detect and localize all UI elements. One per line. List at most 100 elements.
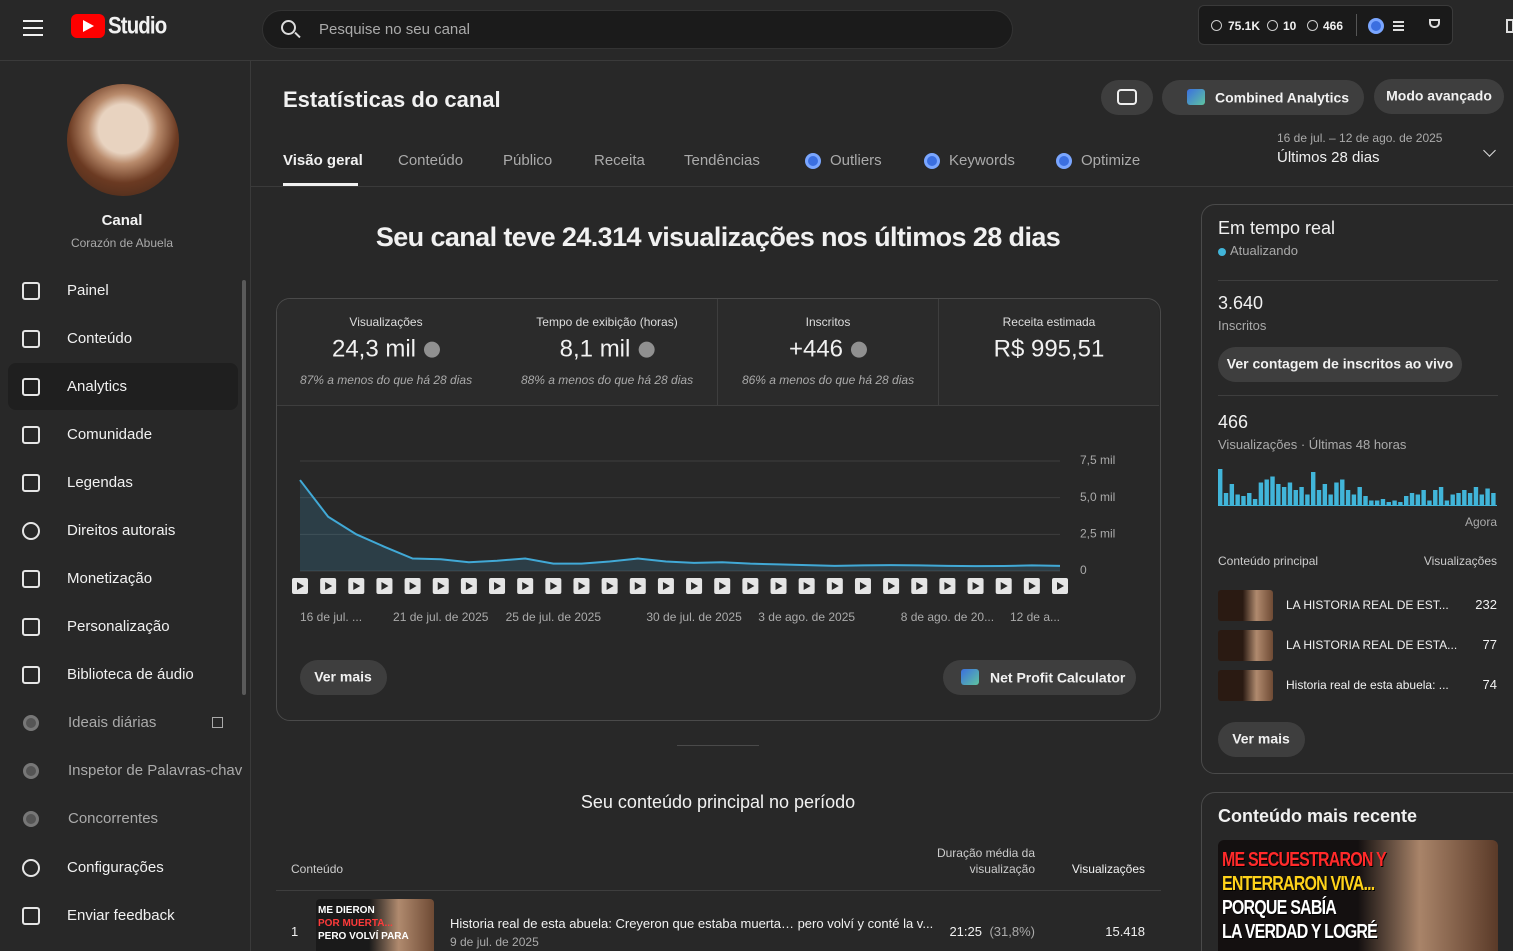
column-header: Visualizações [1423, 553, 1497, 568]
metric-tab[interactable] [277, 299, 498, 406]
subscribers: 3.640 [1218, 293, 1264, 314]
nav-item[interactable]: Personalização [67, 618, 170, 635]
thumbnail-text: ENTERRARON VIVA... [1222, 873, 1375, 895]
tab[interactable]: Público [503, 152, 553, 169]
dropdown-icon[interactable] [1483, 144, 1496, 157]
video-title[interactable]: LA HISTORIA REAL DE ESTA... [1286, 637, 1458, 652]
tab[interactable]: Optimize [1081, 152, 1141, 169]
menu-icon[interactable] [23, 34, 43, 36]
trophy-icon[interactable] [1429, 19, 1440, 28]
nav-item[interactable]: Biblioteca de áudio [67, 666, 194, 683]
views: 232 [1475, 597, 1497, 613]
tab[interactable]: Outliers [830, 152, 882, 169]
video-thumbnail[interactable]: ME SECUESTRARON Y ENTERRARON VIVA... PORQU… [1218, 840, 1498, 951]
column-header: Conteúdo [291, 861, 344, 876]
period: Últimos 28 dias [1277, 149, 1380, 166]
video-title[interactable]: Historia real de esta abuela: Creyeron q… [450, 916, 934, 932]
live-count-button[interactable] [1218, 347, 1462, 382]
nav-icon [22, 570, 40, 588]
channel-avatar [67, 84, 179, 196]
metric-tab[interactable] [939, 299, 1159, 406]
divider [1218, 395, 1498, 396]
video-title[interactable]: LA HISTORIA REAL DE EST... [1286, 597, 1449, 612]
metric-note: 87% a menos do que há 28 dias [299, 372, 473, 387]
button-label: Modo avançado [1386, 87, 1492, 104]
nav-item[interactable]: Inspetor de Palavras-chav [68, 762, 243, 779]
nav-item[interactable]: Enviar feedback [67, 907, 175, 924]
video-thumbnail[interactable]: ME DIERON POR MUERTA... PERO VOLVÍ PARA [316, 899, 434, 951]
tab[interactable]: Receita [594, 152, 645, 169]
metric-value-row: 8,1 mil [560, 336, 655, 365]
nav-icon [22, 522, 40, 540]
rank: 1 [291, 924, 299, 940]
iq-icon [1056, 153, 1072, 169]
tab[interactable]: Tendências [684, 152, 760, 169]
menu-icon[interactable] [23, 20, 43, 22]
metric-value-row: +446 [789, 336, 868, 365]
search-box[interactable] [262, 10, 1013, 49]
sidebar-border [250, 61, 251, 951]
views: 15.418 [1105, 924, 1145, 940]
divider [677, 745, 759, 746]
scrollbar [242, 280, 246, 695]
video-thumbnail[interactable] [1218, 590, 1273, 621]
nav-item[interactable]: Comunidade [67, 426, 153, 443]
menu-icon[interactable] [1393, 25, 1404, 27]
trend-icon [638, 341, 655, 358]
nav-item[interactable]: Ideais diárias [68, 714, 157, 731]
exit-icon[interactable] [1506, 19, 1513, 33]
stat-icon [1211, 20, 1222, 31]
channel-name: Corazón de Abuela [70, 235, 174, 250]
button-label[interactable]: Ver contagem de inscritos ao vivo [1226, 355, 1454, 372]
nav-item[interactable]: Direitos autorais [67, 522, 176, 539]
thumbnail-text: ME DIERON [318, 905, 375, 916]
tab[interactable]: Keywords [949, 152, 1015, 169]
nav-item[interactable]: Conteúdo [67, 330, 133, 347]
button-label[interactable]: Ver mais [314, 668, 372, 685]
thumbnail-text: ME SECUESTRARON Y [1222, 849, 1387, 871]
menu-icon[interactable] [23, 27, 43, 29]
video-thumbnail[interactable] [1218, 630, 1273, 661]
stat-value: 10 [1283, 18, 1297, 33]
metric-tab[interactable] [718, 299, 939, 406]
nav-item[interactable]: Analytics [67, 378, 128, 395]
button-label[interactable]: Ver mais [1232, 730, 1290, 747]
advanced-mode-button[interactable] [1374, 79, 1504, 114]
search-placeholder: Pesquise no seu canal [319, 21, 470, 38]
nav-selected [8, 363, 238, 410]
metric-label: Inscritos [805, 314, 851, 329]
column-header: Conteúdo principal [1218, 553, 1319, 568]
nav-item[interactable]: Monetização [67, 570, 153, 587]
thumbnail-text: PORQUE SABÍA [1222, 897, 1337, 919]
menu-icon[interactable] [1393, 21, 1404, 23]
stats-bar [1198, 5, 1453, 45]
separator [1356, 14, 1357, 36]
metric-tab[interactable] [497, 299, 718, 406]
tab[interactable]: Conteúdo [398, 152, 464, 169]
iq-icon [924, 153, 940, 169]
video-thumbnail[interactable] [1218, 670, 1273, 701]
thumbnail-text: LA VERDAD Y LOGRÉ [1222, 921, 1378, 943]
camera-button[interactable] [1101, 80, 1153, 115]
external-icon [212, 717, 223, 728]
avg-duration: 21:25 [949, 924, 982, 940]
metric-label: Tempo de exibição (horas) [536, 314, 678, 329]
nav-item[interactable]: Legendas [67, 474, 133, 491]
nav-item[interactable]: Concorrentes [68, 810, 159, 827]
nav-icon [22, 378, 40, 396]
topbar-border [0, 60, 1513, 61]
iq-icon [23, 715, 39, 731]
menu-icon[interactable] [1393, 29, 1404, 31]
card-title: Em tempo real [1218, 218, 1336, 239]
video-title[interactable]: Historia real de esta abuela: ... [1286, 677, 1449, 692]
metric-label: Visualizações [349, 314, 423, 329]
more-button[interactable] [1218, 722, 1305, 757]
nav-icon [22, 426, 40, 444]
more-button[interactable] [300, 660, 387, 695]
section-title: Seu conteúdo principal no período [580, 792, 856, 813]
nav-item[interactable]: Configurações [67, 859, 164, 876]
button-label[interactable]: Net Profit Calculator [990, 669, 1126, 686]
nav-item[interactable]: Painel [67, 282, 109, 299]
recent-card [1201, 792, 1513, 951]
tab[interactable]: Visão geral [283, 152, 363, 169]
